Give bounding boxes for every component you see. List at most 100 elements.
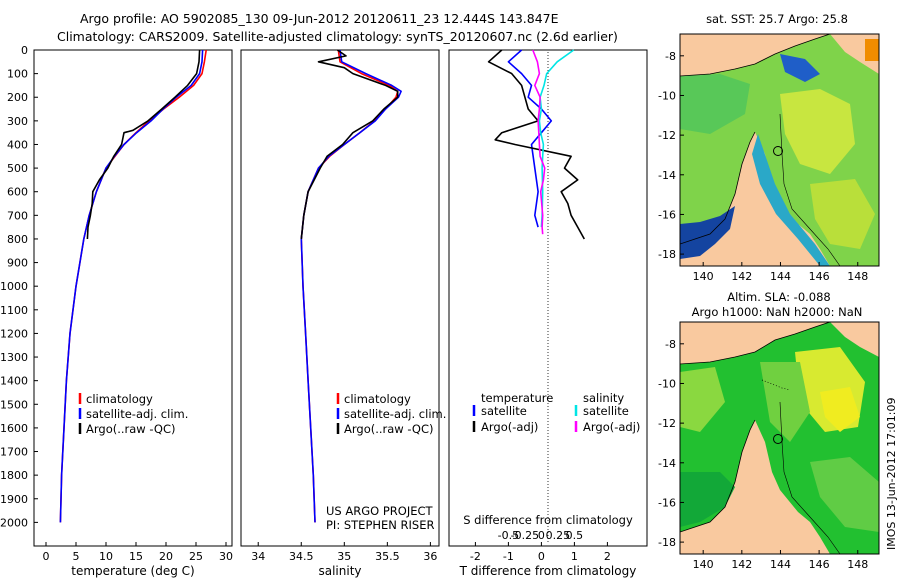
x-tick-label: 15 [129, 550, 143, 563]
salinity-series [300, 49, 402, 523]
map-y-tick-label: -14 [658, 169, 676, 182]
difference-legend: temperature salinity satellite Argo(-adj… [472, 391, 640, 434]
legend-label-argo: Argo(..raw -QC) [344, 422, 434, 436]
sla-argo-location-marker [773, 434, 783, 444]
x-tick-label: 25 [189, 550, 203, 563]
map-y-tick-label: -8 [665, 50, 676, 63]
sla-map-panel: Altim. SLA: -0.088 Argo h1000: NaN h2000… [658, 290, 880, 571]
sst-orange-cell [865, 39, 879, 61]
temperature-panel: 0100200300400500600700800900100011001200… [0, 44, 233, 578]
series-line-satellite [59, 49, 204, 523]
sst-warm-patch [810, 179, 875, 249]
sst-coastline [680, 34, 831, 77]
depth-tick-label: 500 [7, 162, 28, 175]
map-x-tick-label: 146 [809, 558, 830, 571]
x-tick-label: 30 [219, 550, 233, 563]
legend-label-t-argo: Argo(-adj) [481, 420, 538, 434]
legend-label-satellite: satellite-adj. clim. [86, 407, 188, 421]
map-y-tick-label: -18 [658, 536, 676, 549]
series-line-argo [86, 49, 201, 240]
map-x-tick-label: 144 [770, 270, 791, 283]
pi-label: PI: STEPHEN RISER [326, 518, 435, 532]
sst-map-panel: sat. SST: 25.7 Argo: 25.8 140 142 144 146 14… [658, 12, 880, 283]
depth-tick-label: 0 [21, 44, 28, 57]
legend-label-argo: Argo(..raw -QC) [86, 422, 176, 436]
map-y-tick-label: -10 [658, 89, 676, 102]
map-x-tick-label: 142 [731, 558, 752, 571]
temperature-xlabel: temperature (deg C) [71, 564, 194, 578]
map-y-tick-label: -16 [658, 496, 676, 509]
sst-cold-water [680, 206, 735, 259]
sla-map-y-axis: -8 -10 -12 -14 -16 -18 [658, 338, 684, 549]
legend-header-temperature: temperature [481, 391, 553, 405]
series-line-t-argo-adj- [487, 49, 585, 240]
sst-warm-patch [780, 89, 855, 174]
sla-map-subtitle: Argo h1000: NaN h2000: NaN [692, 305, 863, 319]
map-y-tick-label: -18 [658, 248, 676, 261]
series-line-t-satellite [507, 49, 553, 228]
depth-tick-label: 400 [7, 138, 28, 151]
x-tick-label: 34.5 [289, 550, 314, 563]
x-tick-label: 35.5 [375, 550, 400, 563]
x-tick-label: -1 [503, 550, 514, 563]
depth-tick-label: 600 [7, 186, 28, 199]
sst-map-title: sat. SST: 25.7 Argo: 25.8 [706, 12, 848, 26]
t-difference-x-axis: -2 -1 0 1 2 [470, 542, 611, 563]
map-y-tick-label: -8 [665, 338, 676, 351]
sst-map-x-axis: 140 142 144 146 148 [693, 262, 868, 283]
map-y-tick-label: -10 [658, 377, 676, 390]
series-line-satellite [300, 49, 402, 523]
depth-tick-label: 1900 [0, 493, 28, 506]
depth-tick-label: 1700 [0, 446, 28, 459]
sla-map-frame [679, 321, 880, 555]
depth-tick-label: 1200 [0, 327, 28, 340]
legend-label-s-satellite: satellite [583, 404, 629, 418]
s-difference-tick-label: 0.5 [566, 529, 584, 542]
salinity-legend: climatology satellite-adj. clim. Argo(..… [336, 392, 446, 436]
x-tick-label: 2 [604, 550, 611, 563]
s-difference-label: S difference from climatology [463, 513, 633, 527]
sla-mid-patch [760, 362, 810, 442]
s-difference-tick-label: -0.5 [498, 529, 519, 542]
sst-cold-channel [752, 134, 830, 266]
x-tick-label: 0 [43, 550, 50, 563]
project-label: US ARGO PROJECT [326, 504, 434, 518]
depth-tick-label: 100 [7, 68, 28, 81]
map-x-tick-label: 148 [847, 558, 868, 571]
sst-coastline [680, 131, 756, 245]
map-y-tick-label: -12 [658, 129, 676, 142]
sla-high-patch [820, 387, 860, 432]
title-line-1: Argo profile: AO 5902085_130 09-Jun-2012… [80, 11, 559, 26]
map-x-tick-label: 140 [693, 558, 714, 571]
depth-tick-label: 300 [7, 115, 28, 128]
sst-argo-location-marker [773, 146, 783, 156]
depth-tick-label: 900 [7, 257, 28, 270]
x-tick-label: 20 [159, 550, 173, 563]
series-line-climatology [300, 49, 399, 523]
map-x-tick-label: 146 [809, 270, 830, 283]
map-y-tick-label: -12 [658, 417, 676, 430]
legend-header-salinity: salinity [583, 391, 624, 405]
x-tick-label: 5 [73, 550, 80, 563]
depth-tick-label: 1600 [0, 422, 28, 435]
salinity-x-axis: 34 34.5 35 35.5 36 [251, 542, 437, 563]
t-difference-xlabel: T difference from climatology [459, 564, 637, 578]
depth-tick-label: 1800 [0, 469, 28, 482]
sla-mid-patch [810, 457, 879, 532]
sla-low-patch [680, 472, 735, 527]
depth-tick-label: 1100 [0, 304, 28, 317]
depth-tick-label: 2000 [0, 516, 28, 529]
legend-label-s-argo: Argo(-adj) [583, 420, 640, 434]
map-y-tick-label: -14 [658, 457, 676, 470]
sla-coastline [680, 322, 831, 365]
x-tick-label: -2 [470, 550, 481, 563]
title-line-2: Climatology: CARS2009. Satellite-adjuste… [57, 29, 618, 44]
difference-series [487, 49, 585, 240]
series-line-argo [300, 49, 399, 240]
sst-map-y-axis: -8 -10 -12 -14 -16 -18 [658, 50, 684, 261]
sla-map-title: Altim. SLA: -0.088 [727, 290, 831, 304]
series-line-climatology [59, 49, 207, 523]
s-difference-tick-label: 0.25 [546, 529, 571, 542]
depth-tick-label: 1300 [0, 351, 28, 364]
depth-tick-label: 1000 [0, 280, 28, 293]
